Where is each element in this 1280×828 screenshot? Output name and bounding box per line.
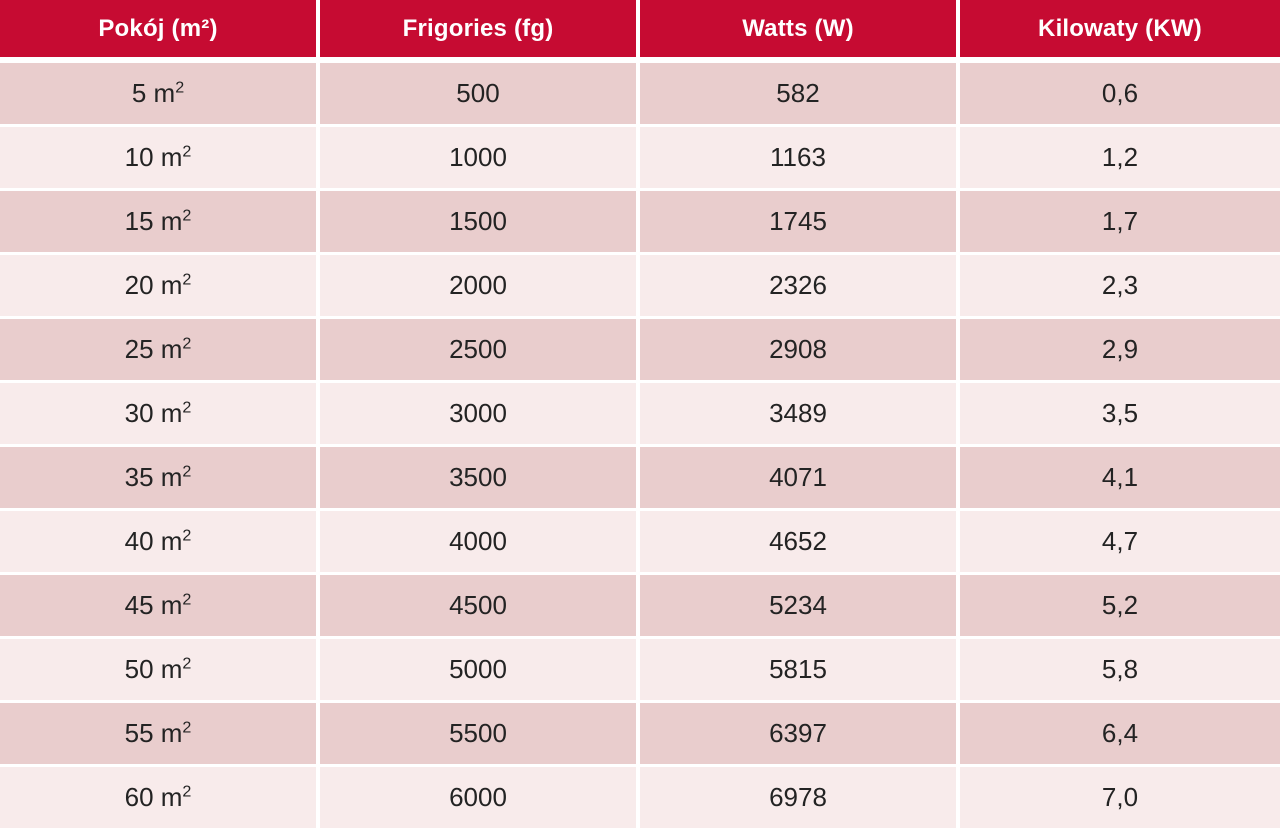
- cell-watts: 582: [640, 60, 960, 124]
- column-header-kilowaty: Kilowaty (KW): [960, 0, 1280, 60]
- cell-kilowaty: 4,1: [960, 444, 1280, 508]
- room-value: 10 m: [124, 142, 183, 172]
- room-value: 5 m: [131, 78, 176, 108]
- room-superscript: 2: [182, 654, 192, 673]
- cell-room: 50 m2: [0, 636, 320, 700]
- table-row: 40 m2 4000 4652 4,7: [0, 508, 1280, 572]
- cell-watts: 2326: [640, 252, 960, 316]
- room-value: 30 m: [124, 398, 183, 428]
- cell-kilowaty: 2,9: [960, 316, 1280, 380]
- cell-watts: 5815: [640, 636, 960, 700]
- cell-room: 60 m2: [0, 764, 320, 828]
- cell-frigories: 5000: [320, 636, 640, 700]
- cell-watts: 3489: [640, 380, 960, 444]
- room-superscript: 2: [182, 782, 192, 801]
- cell-frigories: 1000: [320, 124, 640, 188]
- cell-frigories: 3000: [320, 380, 640, 444]
- room-superscript: 2: [182, 462, 192, 481]
- room-superscript: 2: [182, 270, 192, 289]
- room-superscript: 2: [182, 398, 192, 417]
- room-value: 20 m: [124, 270, 183, 300]
- room-superscript: 2: [182, 206, 192, 225]
- cell-watts: 5234: [640, 572, 960, 636]
- cell-kilowaty: 5,2: [960, 572, 1280, 636]
- room-superscript: 2: [175, 78, 185, 97]
- table-row: 5 m2 500 582 0,6: [0, 60, 1280, 124]
- room-value: 50 m: [124, 654, 183, 684]
- table-row: 55 m2 5500 6397 6,4: [0, 700, 1280, 764]
- table-row: 35 m2 3500 4071 4,1: [0, 444, 1280, 508]
- cell-room: 20 m2: [0, 252, 320, 316]
- room-superscript: 2: [182, 526, 192, 545]
- table-row: 20 m2 2000 2326 2,3: [0, 252, 1280, 316]
- room-superscript: 2: [182, 718, 192, 737]
- room-value: 25 m: [124, 334, 183, 364]
- cell-kilowaty: 7,0: [960, 764, 1280, 828]
- cell-room: 45 m2: [0, 572, 320, 636]
- cell-room: 25 m2: [0, 316, 320, 380]
- cell-frigories: 2500: [320, 316, 640, 380]
- table-header: Pokój (m²) Frigories (fg) Watts (W) Kilo…: [0, 0, 1280, 60]
- table-body: 5 m2 500 582 0,6 10 m2 1000 1163 1,2 15 …: [0, 60, 1280, 828]
- header-row: Pokój (m²) Frigories (fg) Watts (W) Kilo…: [0, 0, 1280, 60]
- room-value: 55 m: [124, 718, 183, 748]
- table-row: 15 m2 1500 1745 1,7: [0, 188, 1280, 252]
- cell-room: 35 m2: [0, 444, 320, 508]
- table-row: 10 m2 1000 1163 1,2: [0, 124, 1280, 188]
- cell-watts: 4071: [640, 444, 960, 508]
- room-superscript: 2: [182, 142, 192, 161]
- room-value: 60 m: [124, 782, 183, 812]
- cell-frigories: 3500: [320, 444, 640, 508]
- room-value: 35 m: [124, 462, 183, 492]
- cell-room: 10 m2: [0, 124, 320, 188]
- room-value: 45 m: [124, 590, 183, 620]
- cell-watts: 1745: [640, 188, 960, 252]
- table-row: 30 m2 3000 3489 3,5: [0, 380, 1280, 444]
- cell-frigories: 5500: [320, 700, 640, 764]
- cell-room: 5 m2: [0, 60, 320, 124]
- room-value: 40 m: [124, 526, 183, 556]
- cell-kilowaty: 2,3: [960, 252, 1280, 316]
- room-superscript: 2: [182, 334, 192, 353]
- cell-room: 30 m2: [0, 380, 320, 444]
- cell-frigories: 1500: [320, 188, 640, 252]
- column-header-room: Pokój (m²): [0, 0, 320, 60]
- cell-frigories: 4500: [320, 572, 640, 636]
- cell-kilowaty: 3,5: [960, 380, 1280, 444]
- cell-kilowaty: 1,2: [960, 124, 1280, 188]
- table-row: 60 m2 6000 6978 7,0: [0, 764, 1280, 828]
- table-row: 50 m2 5000 5815 5,8: [0, 636, 1280, 700]
- column-header-watts: Watts (W): [640, 0, 960, 60]
- cell-kilowaty: 5,8: [960, 636, 1280, 700]
- cell-watts: 4652: [640, 508, 960, 572]
- room-superscript: 2: [182, 590, 192, 609]
- cell-watts: 1163: [640, 124, 960, 188]
- cell-watts: 2908: [640, 316, 960, 380]
- cell-kilowaty: 0,6: [960, 60, 1280, 124]
- cell-watts: 6397: [640, 700, 960, 764]
- table-row: 25 m2 2500 2908 2,9: [0, 316, 1280, 380]
- cell-watts: 6978: [640, 764, 960, 828]
- cell-room: 40 m2: [0, 508, 320, 572]
- table-row: 45 m2 4500 5234 5,2: [0, 572, 1280, 636]
- column-header-frigories: Frigories (fg): [320, 0, 640, 60]
- cell-kilowaty: 6,4: [960, 700, 1280, 764]
- cell-frigories: 4000: [320, 508, 640, 572]
- cell-kilowaty: 4,7: [960, 508, 1280, 572]
- cell-frigories: 2000: [320, 252, 640, 316]
- cell-kilowaty: 1,7: [960, 188, 1280, 252]
- cell-frigories: 500: [320, 60, 640, 124]
- cell-frigories: 6000: [320, 764, 640, 828]
- room-value: 15 m: [124, 206, 183, 236]
- cell-room: 55 m2: [0, 700, 320, 764]
- cell-room: 15 m2: [0, 188, 320, 252]
